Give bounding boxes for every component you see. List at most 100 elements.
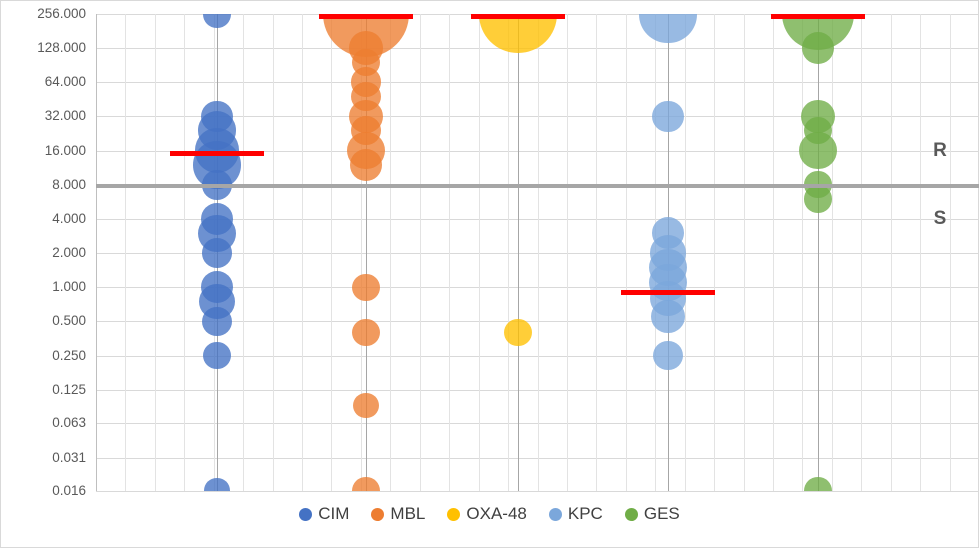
gridline-horizontal (96, 253, 979, 255)
category-axis-line (518, 14, 519, 491)
data-bubble (203, 341, 231, 370)
gridline-vertical (773, 14, 774, 491)
gridline-vertical (802, 14, 803, 491)
data-bubble (352, 477, 380, 491)
data-bubble (804, 185, 832, 213)
data-bubble (651, 299, 685, 334)
data-bubble (352, 273, 380, 301)
gridline-vertical (567, 14, 568, 491)
gridline-vertical (302, 14, 303, 491)
legend-item-cim[interactable]: CIM (299, 505, 349, 523)
legend-label: CIM (318, 504, 350, 523)
gridline-horizontal (96, 321, 979, 323)
y-axis-tick-label: 256.000 (37, 6, 86, 21)
breakpoint-line-8 (96, 183, 979, 188)
gridline-vertical (479, 14, 480, 491)
gridline-vertical (538, 14, 539, 491)
gridline-vertical (390, 14, 391, 491)
legend-item-ges[interactable]: GES (624, 504, 680, 523)
gridline-horizontal (96, 355, 979, 357)
plot-area (96, 14, 979, 491)
gridline-vertical (361, 14, 362, 491)
gridline-horizontal (96, 82, 979, 84)
category-axis-line (366, 14, 367, 491)
y-axis-tick-label: 16.000 (44, 142, 86, 158)
chart-legend: CIM MBL OXA-48 KPC GES (0, 505, 979, 523)
data-bubble (802, 32, 834, 64)
gridline-vertical (508, 14, 509, 491)
legend-marker-icon (299, 507, 313, 521)
data-bubble (350, 148, 382, 181)
legend-label: KPC (567, 504, 603, 523)
gridline-horizontal (96, 458, 979, 460)
legend-label: MBL (390, 504, 426, 523)
gridline-vertical (950, 14, 951, 491)
y-axis-tick-label: 4.000 (52, 210, 86, 226)
gridline-vertical (331, 14, 332, 491)
gridline-horizontal (96, 287, 979, 289)
median-line (471, 14, 565, 19)
gridline-horizontal (96, 116, 979, 118)
legend-label: GES (643, 504, 680, 523)
gridline-horizontal (96, 48, 979, 50)
gridline-vertical (596, 14, 597, 491)
gridline-vertical (861, 14, 862, 491)
gridline-vertical (243, 14, 244, 491)
legend-label: OXA-48 (466, 504, 527, 523)
legend-item-kpc[interactable]: KPC (548, 504, 603, 523)
y-axis-tick-label: 2.000 (52, 245, 86, 261)
data-bubble (353, 393, 379, 419)
data-bubble (804, 477, 832, 491)
data-bubble (639, 14, 697, 43)
y-axis-tick-label: 0.250 (52, 347, 86, 363)
y-axis-tick-label: 0.031 (52, 450, 86, 466)
data-bubble (203, 14, 231, 28)
median-line (771, 14, 865, 19)
gridline-horizontal (96, 150, 979, 152)
legend-marker-icon (548, 507, 562, 521)
x-axis-line (96, 491, 979, 492)
gridline-vertical (891, 14, 892, 491)
y-axis-tick-label: 0.500 (52, 313, 86, 329)
resistant-label: R (933, 139, 947, 161)
y-axis-line (96, 14, 97, 491)
y-axis-tick-label: 0.063 (52, 415, 86, 431)
gridline-vertical (184, 14, 185, 491)
gridline-horizontal (96, 423, 979, 425)
median-line (170, 150, 264, 156)
susceptible-label: S (933, 207, 947, 229)
legend-marker-icon (371, 507, 385, 521)
data-bubble (202, 238, 232, 268)
data-bubble (799, 132, 837, 170)
gridline-vertical (920, 14, 921, 491)
legend-item-mbl[interactable]: MBL (371, 505, 425, 523)
category-axis-line (818, 14, 819, 491)
median-line (621, 289, 715, 295)
data-bubble (479, 14, 557, 53)
gridline-vertical (626, 14, 627, 491)
gridline-vertical (273, 14, 274, 491)
gridline-horizontal (96, 389, 979, 391)
data-bubble (204, 478, 230, 491)
gridline-vertical (744, 14, 745, 491)
gridline-vertical (420, 14, 421, 491)
gridline-vertical (714, 14, 715, 491)
legend-marker-icon (447, 507, 461, 521)
median-line (319, 14, 413, 19)
y-axis-tick-label: 0.125 (52, 381, 86, 397)
data-bubble (352, 318, 380, 347)
data-bubble (504, 318, 532, 347)
data-bubble (653, 340, 683, 371)
y-axis-tick-label: 1.000 (52, 279, 86, 295)
gridline-vertical (155, 14, 156, 491)
gridline-vertical (125, 14, 126, 491)
data-bubble (652, 100, 684, 133)
gridline-horizontal (96, 218, 979, 220)
y-axis-tick-label: 8.000 (52, 176, 86, 192)
y-axis-tick-label: 128.000 (37, 40, 86, 56)
y-axis-tick-label: 32.000 (44, 108, 86, 124)
gridline-vertical (449, 14, 450, 491)
legend-item-oxa-48[interactable]: OXA-48 (447, 504, 527, 523)
gridline-vertical (832, 14, 833, 491)
